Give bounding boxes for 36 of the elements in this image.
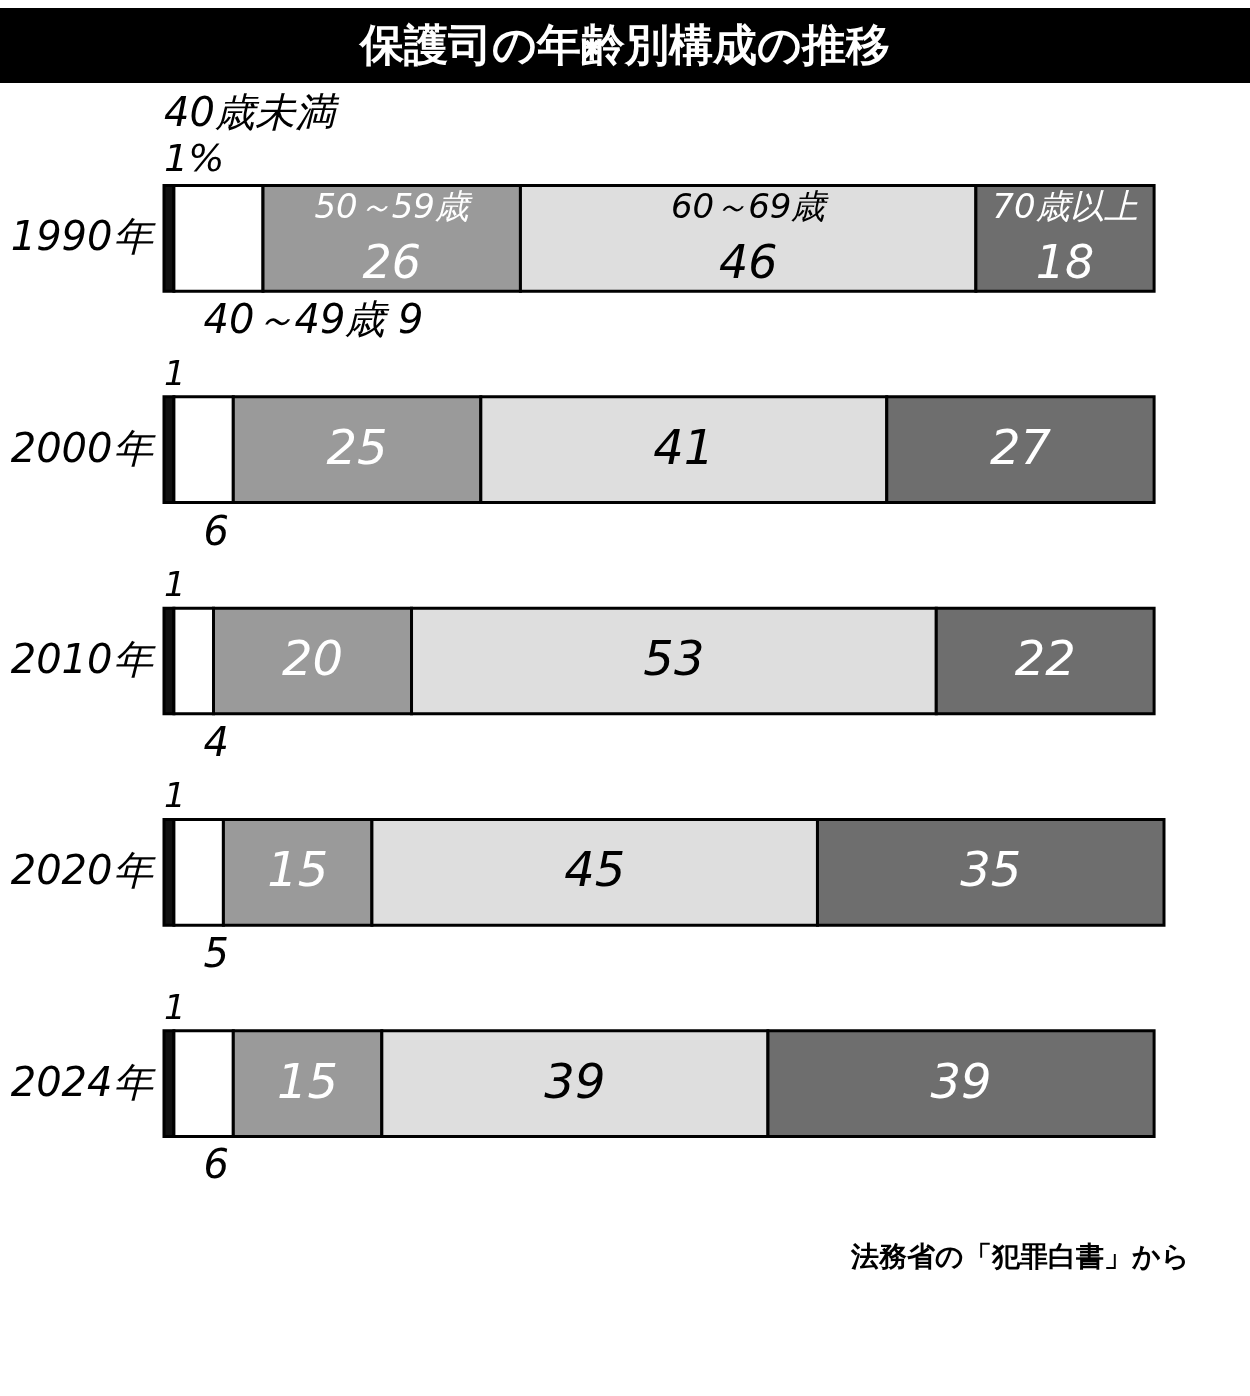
y-tick-label: 2000年 — [10, 424, 156, 471]
data-label: 15 — [267, 841, 329, 898]
data-label: 18 — [1035, 235, 1095, 290]
y-tick-label: 2020年 — [10, 847, 156, 894]
text: 40～49歳 9 — [203, 296, 424, 343]
data-label: 1 — [164, 564, 186, 605]
series-label: 60～69歳 — [670, 186, 830, 227]
y-tick-label: 1990年 — [10, 213, 156, 260]
y-tick-label: 2024年 — [10, 1058, 156, 1105]
series-label: 70歳以上 — [992, 186, 1138, 227]
chart-title: 保護司の年齢別構成の推移 — [0, 8, 1250, 83]
data-label: 1 — [164, 986, 186, 1027]
data-label: 1 — [164, 352, 186, 393]
data-label: 53 — [643, 630, 705, 686]
data-label: 6 — [203, 1141, 230, 1188]
data-label: 1% — [164, 135, 225, 180]
data-label: 1 — [164, 775, 186, 816]
data-label: 26 — [362, 235, 421, 290]
data-label: 39 — [544, 1052, 606, 1109]
series-label: 40歳未満 — [164, 88, 340, 135]
data-label: 46 — [718, 235, 778, 290]
data-label: 5 — [203, 930, 230, 977]
data-label: 39 — [930, 1052, 992, 1109]
data-label: 22 — [1014, 630, 1076, 686]
text: 法務省の「犯罪白書」から — [0, 1231, 1250, 1283]
data-label: 45 — [564, 841, 626, 898]
data-label: 25 — [326, 418, 388, 475]
data-label: 20 — [281, 630, 344, 686]
data-label: 27 — [989, 418, 1052, 475]
series-label: 50～59歳 — [314, 186, 473, 227]
data-label: 35 — [960, 841, 1022, 898]
data-label: 4 — [203, 718, 230, 765]
data-label: 15 — [277, 1052, 339, 1109]
data-label: 41 — [653, 418, 715, 475]
data-label: 6 — [203, 507, 230, 554]
y-tick-label: 2010年 — [10, 636, 156, 682]
